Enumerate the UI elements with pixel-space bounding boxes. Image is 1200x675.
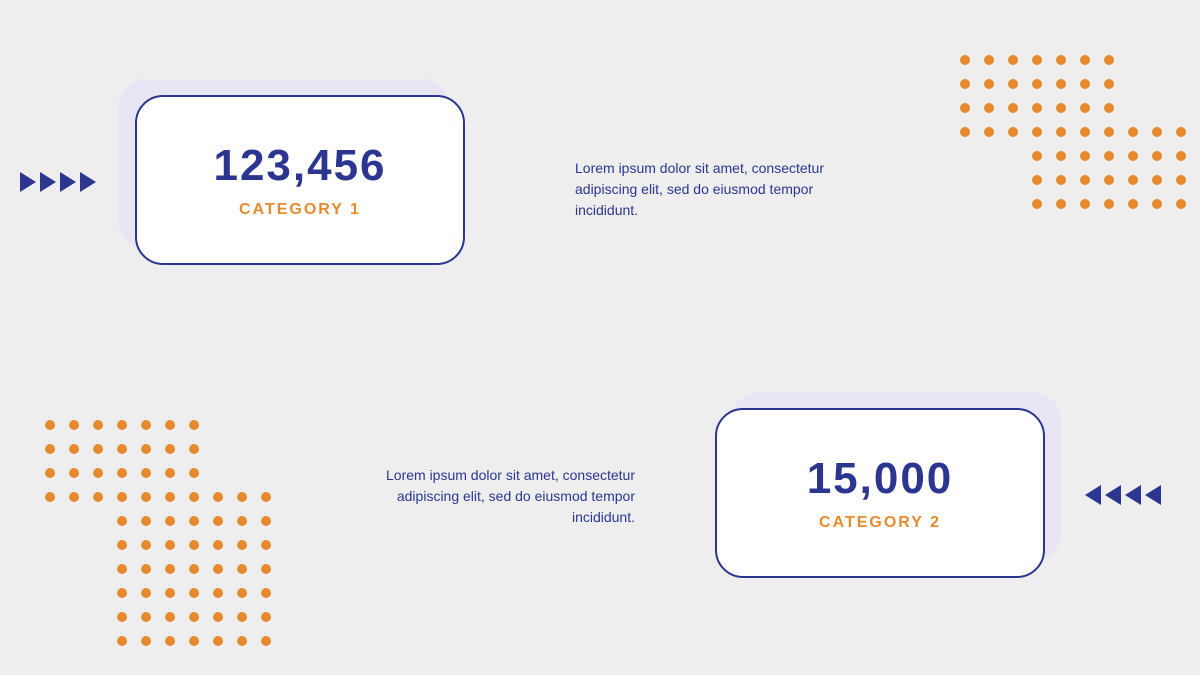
arrows-right: [1085, 485, 1161, 505]
arrows-left: [20, 172, 96, 192]
arrow-icon: [1145, 485, 1161, 505]
card-category: CATEGORY 2: [819, 514, 941, 532]
card-description-2: Lorem ipsum dolor sit amet, consectetur …: [375, 465, 635, 528]
arrow-icon: [20, 172, 36, 192]
card-value: 15,000: [807, 454, 954, 504]
card-body: 15,000 CATEGORY 2: [715, 408, 1045, 578]
card-category: CATEGORY 1: [239, 201, 361, 219]
dot-pattern-top-right: [960, 55, 1186, 223]
card-value: 123,456: [213, 141, 386, 191]
stat-card-1: 123,456 CATEGORY 1: [135, 95, 465, 265]
arrow-icon: [1085, 485, 1101, 505]
arrow-icon: [60, 172, 76, 192]
card-description-1: Lorem ipsum dolor sit amet, consectetur …: [575, 158, 835, 221]
stat-card-2: 15,000 CATEGORY 2: [715, 408, 1045, 578]
arrow-icon: [1125, 485, 1141, 505]
card-body: 123,456 CATEGORY 1: [135, 95, 465, 265]
dot-pattern-bottom-left: [45, 420, 271, 660]
arrow-icon: [40, 172, 56, 192]
arrow-icon: [1105, 485, 1121, 505]
arrow-icon: [80, 172, 96, 192]
